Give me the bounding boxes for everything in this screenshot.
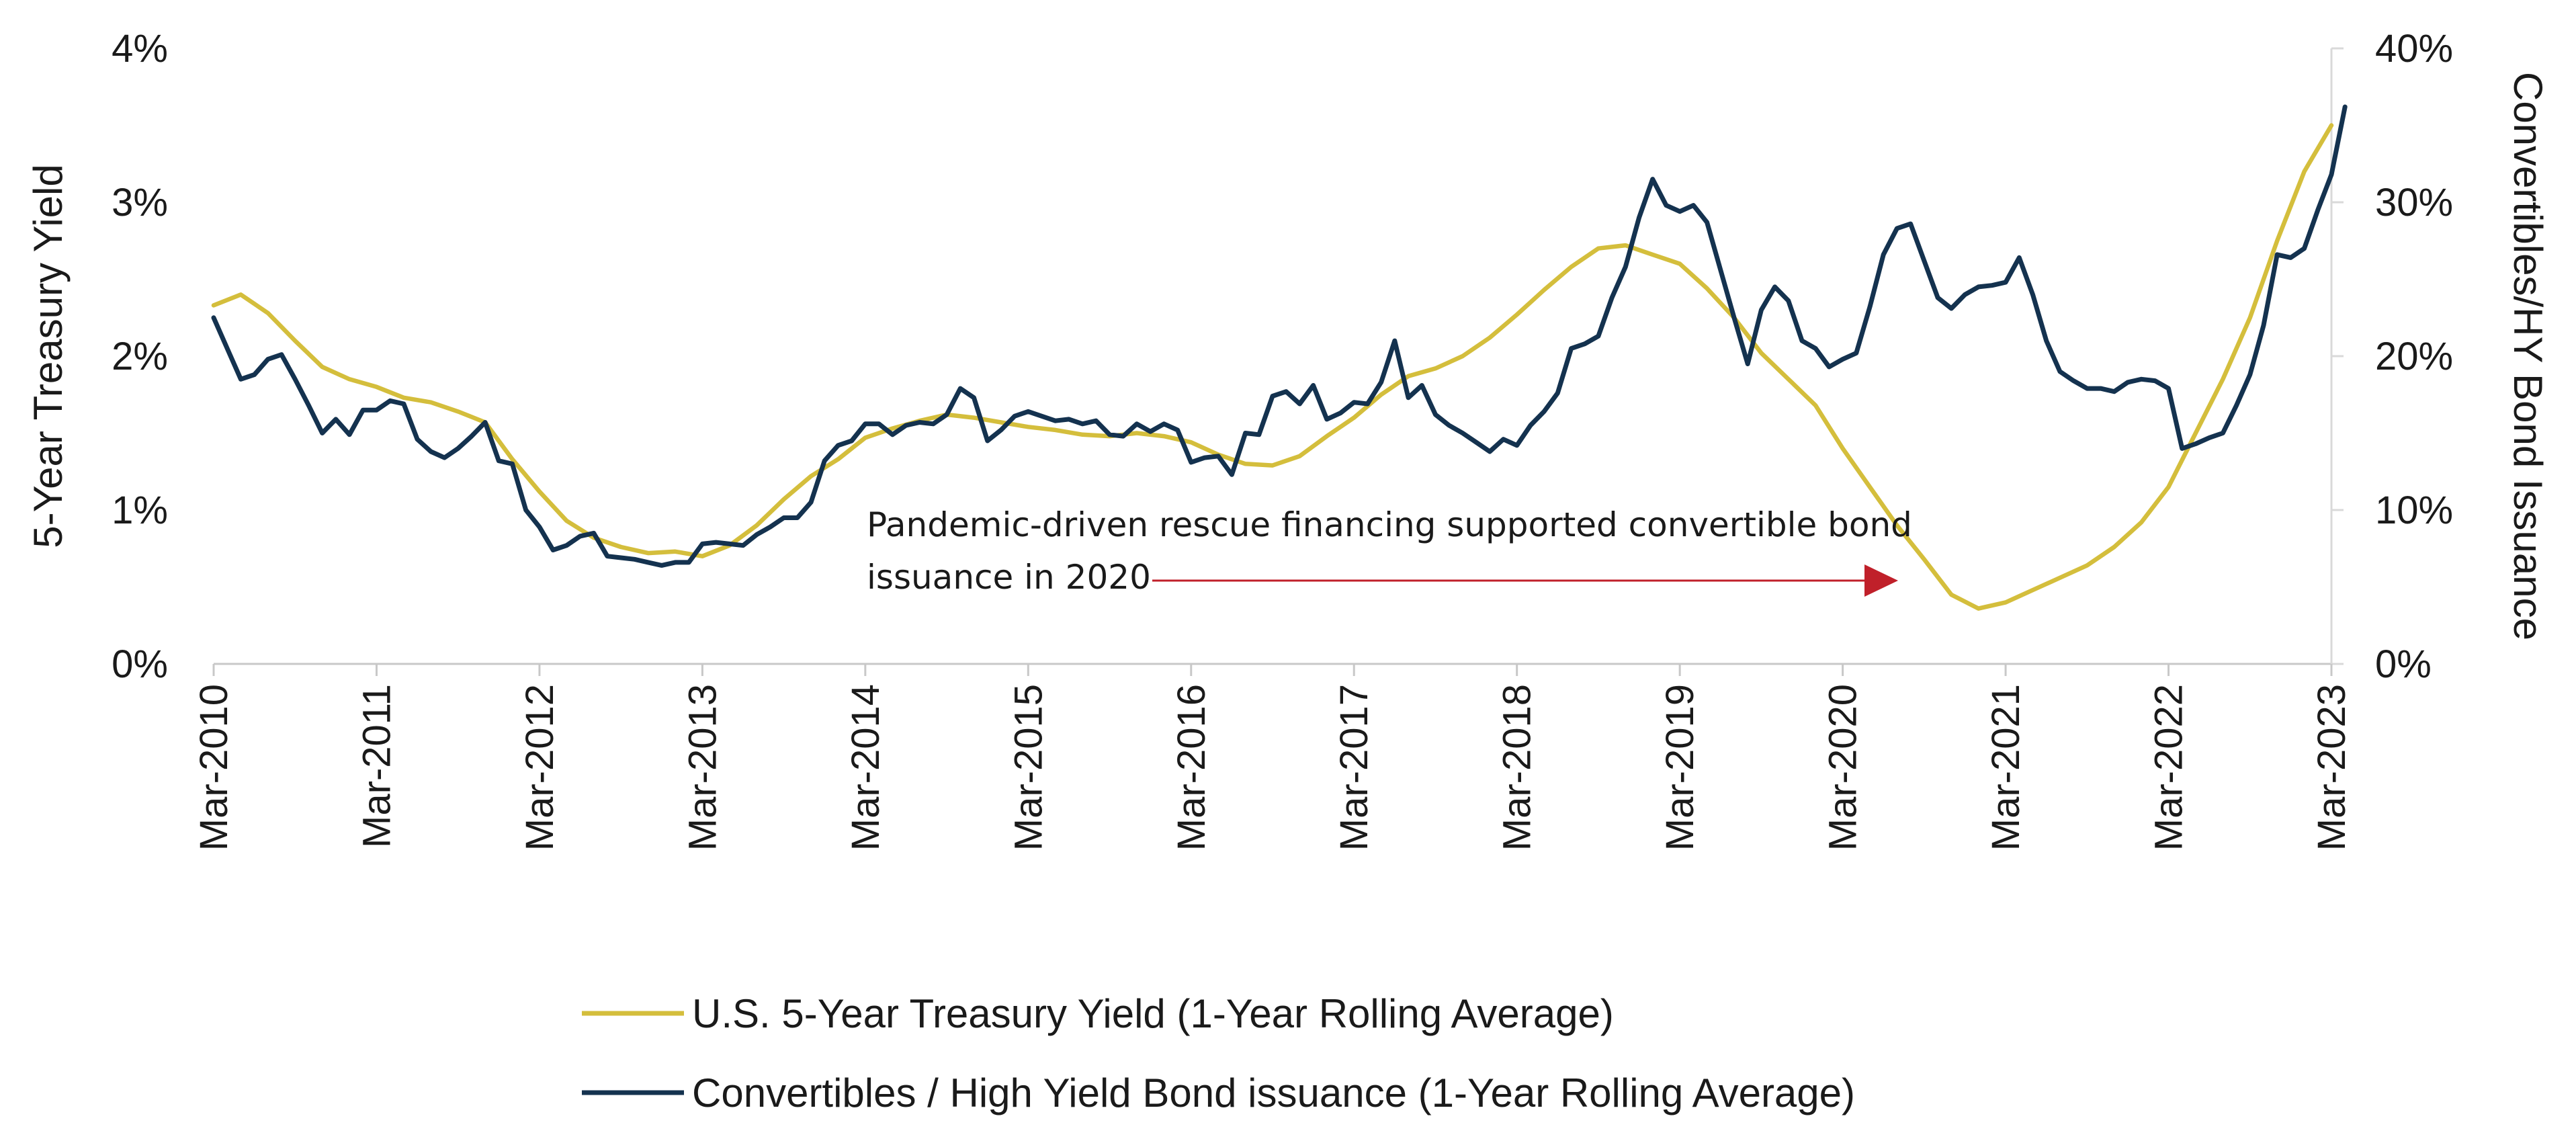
x-tick-label: Mar-2015 [1006,684,1050,851]
annotation-text-line-2: issuance in 2020 [867,558,1151,597]
x-tick-label: Mar-2023 [2310,684,2354,851]
x-tick-label: Mar-2016 [1170,684,1213,851]
y-right-tick-label: 10% [2375,489,2453,532]
y-right-tick-label: 20% [2375,335,2453,378]
y-left-tick-label: 1% [112,489,168,532]
y-right-tick-label: 30% [2375,181,2453,224]
treasury-yield-line [211,123,2334,611]
legend: U.S. 5-Year Treasury Yield (1-Year Rolli… [582,991,1855,1115]
y-left-tick-label: 2% [112,335,168,378]
x-tick-label: Mar-2017 [1332,684,1376,851]
x-tick-label: Mar-2021 [1984,684,2028,851]
y-right-tick-label: 0% [2375,642,2432,686]
x-tick-label: Mar-2013 [681,684,724,851]
y-left-tick-label: 4% [112,27,168,71]
annotation-arrowhead [1864,564,1898,597]
x-tick-label: Mar-2018 [1496,684,1539,851]
y-left-tick-label: 0% [112,642,168,686]
convertibles-issuance-line [211,104,2348,568]
x-tick-label: Mar-2012 [518,684,562,851]
y-right-tick-label: 40% [2375,27,2453,71]
x-tick-label: Mar-2011 [355,684,398,848]
x-tick-label: Mar-2020 [1821,684,1865,851]
y-left-axis-title: 5-Year Treasury Yield [26,164,71,548]
legend-label: Convertibles / High Yield Bond issuance … [692,1070,1855,1115]
y-right-axis-title: Convertibles/HY Bond Issuance [2505,72,2550,640]
annotation: Pandemic-driven rescue financing support… [867,505,1912,597]
x-tick-label: Mar-2019 [1658,684,1702,851]
series-lines [211,104,2348,611]
x-tick-label: Mar-2022 [2147,684,2191,851]
x-tick-label: Mar-2014 [844,684,888,851]
annotation-text-line-1: Pandemic-driven rescue financing support… [867,505,1912,544]
x-tick-label: Mar-2010 [192,684,236,851]
legend-label: U.S. 5-Year Treasury Yield (1-Year Rolli… [692,991,1614,1036]
y-left-tick-label: 3% [112,181,168,224]
axes: 0% 1% 2% 3% 4% 0% 10% 20% 30% 40% 5-Year Treasury … [26,27,2550,851]
